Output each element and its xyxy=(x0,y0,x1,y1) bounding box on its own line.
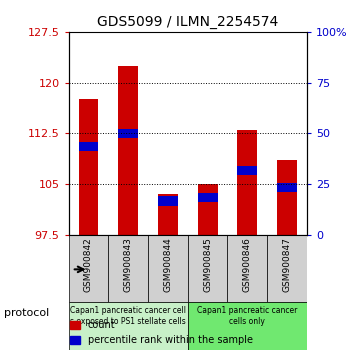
Bar xyxy=(158,196,178,206)
Legend: count, percentile rank within the sample: count, percentile rank within the sample xyxy=(66,316,257,349)
Text: protocol: protocol xyxy=(4,308,49,318)
FancyBboxPatch shape xyxy=(69,235,108,302)
Bar xyxy=(237,130,257,235)
Bar xyxy=(277,183,297,192)
Text: GSM900845: GSM900845 xyxy=(203,237,212,292)
FancyBboxPatch shape xyxy=(108,235,148,302)
Bar xyxy=(118,129,138,138)
FancyBboxPatch shape xyxy=(267,235,307,302)
Bar xyxy=(277,160,297,235)
Text: Capan1 pancreatic cancer
cells only: Capan1 pancreatic cancer cells only xyxy=(197,306,297,326)
Bar xyxy=(237,166,257,175)
Bar xyxy=(79,99,98,235)
Bar xyxy=(118,65,138,235)
Bar xyxy=(79,142,98,152)
Title: GDS5099 / ILMN_2254574: GDS5099 / ILMN_2254574 xyxy=(97,16,278,29)
FancyBboxPatch shape xyxy=(148,235,188,302)
Text: GSM900843: GSM900843 xyxy=(124,237,132,292)
Text: GSM900847: GSM900847 xyxy=(283,237,291,292)
Bar xyxy=(198,193,217,202)
Bar xyxy=(158,194,178,235)
FancyBboxPatch shape xyxy=(188,302,307,350)
FancyBboxPatch shape xyxy=(188,235,227,302)
Text: GSM900842: GSM900842 xyxy=(84,237,93,292)
Bar xyxy=(198,184,217,235)
Text: Capan1 pancreatic cancer cell
s exposed to PS1 stellate cells: Capan1 pancreatic cancer cell s exposed … xyxy=(70,306,186,326)
Text: GSM900844: GSM900844 xyxy=(164,237,172,292)
FancyBboxPatch shape xyxy=(227,235,267,302)
FancyBboxPatch shape xyxy=(69,302,188,350)
Text: GSM900846: GSM900846 xyxy=(243,237,252,292)
